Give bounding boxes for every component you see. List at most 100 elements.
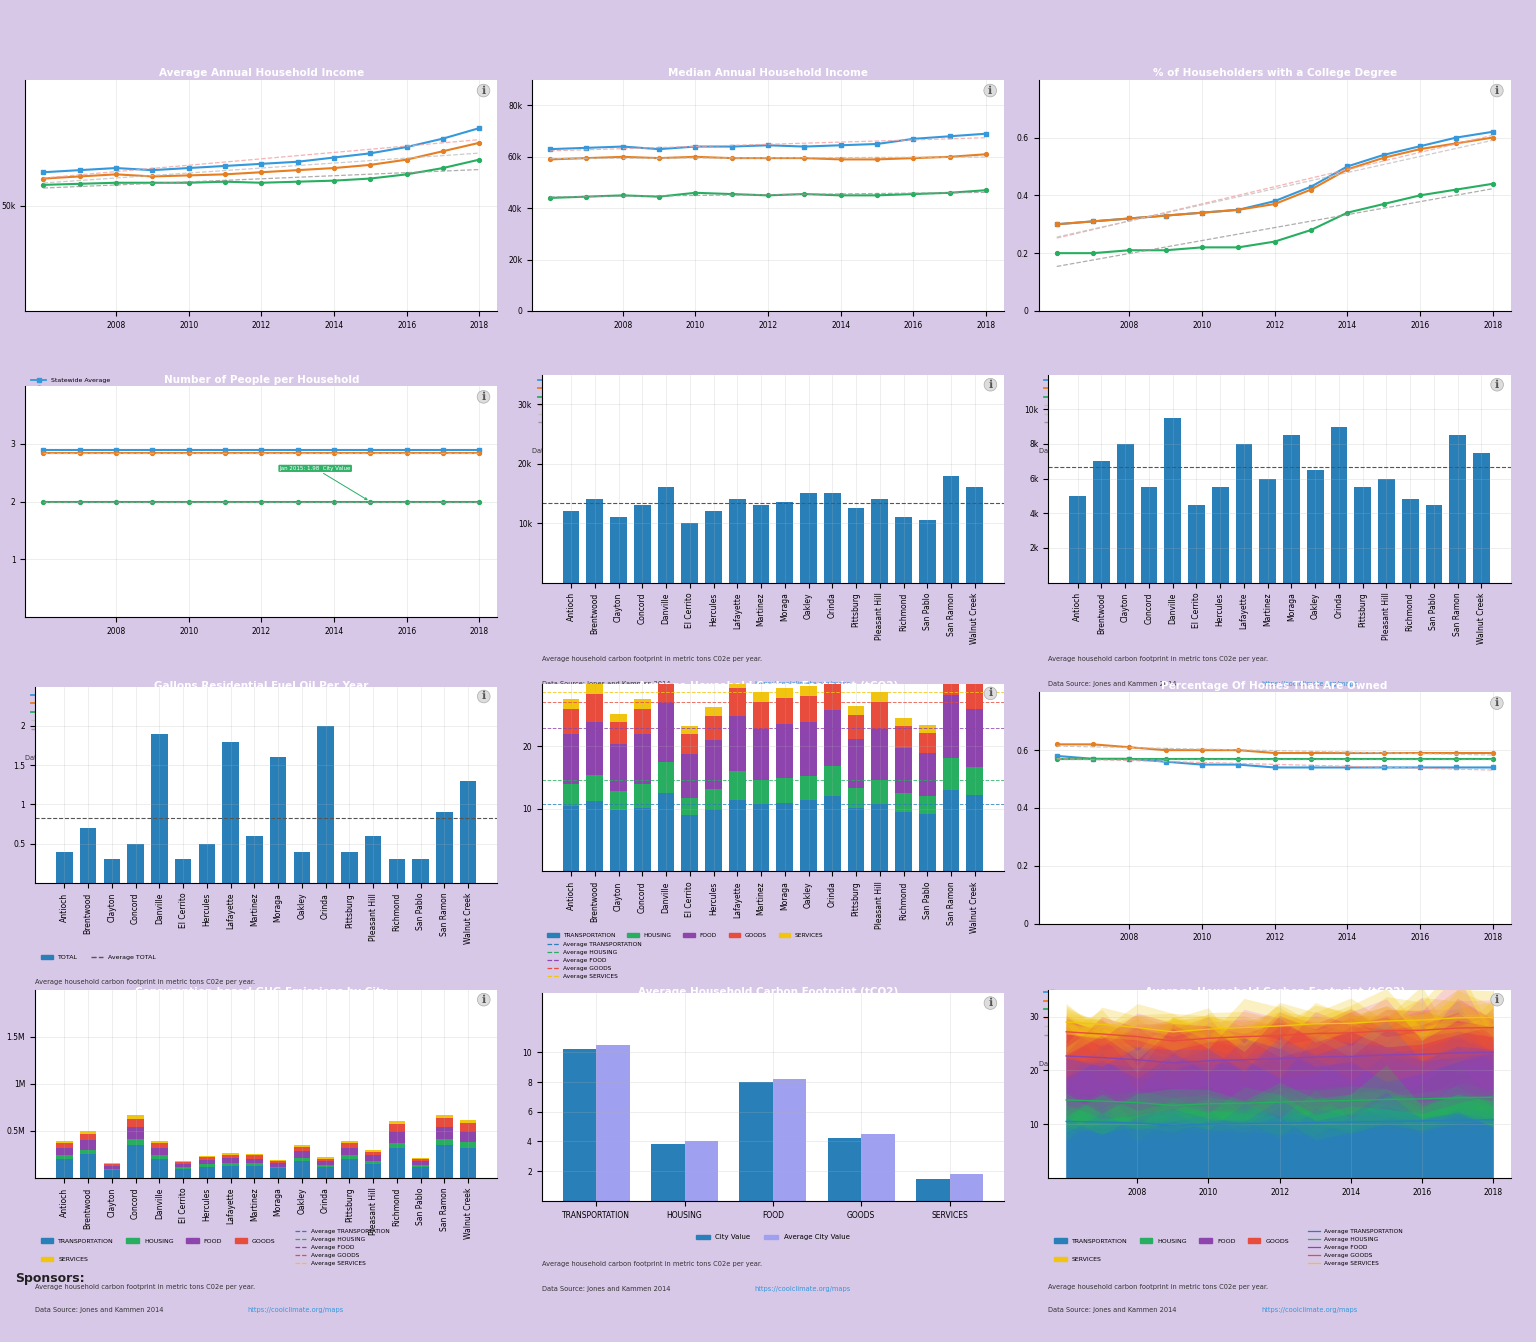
Text: Socialexplorer.com: Socialexplorer.com — [1284, 1060, 1347, 1067]
Bar — [127, 844, 144, 883]
Bar — [175, 859, 192, 883]
Bar — [1283, 435, 1299, 582]
Bar — [270, 1166, 286, 1169]
Bar — [823, 710, 840, 766]
Bar — [270, 1169, 286, 1178]
Bar — [848, 715, 865, 739]
Bar — [389, 1121, 406, 1123]
Bar — [1378, 479, 1395, 582]
Bar — [943, 790, 960, 871]
Bar — [919, 733, 935, 753]
Bar — [587, 801, 604, 871]
Bar — [919, 725, 935, 733]
Bar — [862, 1134, 895, 1201]
Legend: Statewide Average, Countywide Average, City Value, Statewide Average regression : Statewide Average, Countywide Average, C… — [28, 376, 167, 428]
Bar — [966, 667, 983, 679]
Bar — [705, 789, 722, 809]
Bar — [436, 812, 453, 883]
Bar — [871, 499, 888, 582]
Bar — [753, 702, 770, 729]
Bar — [223, 1154, 240, 1158]
Bar — [1094, 462, 1111, 582]
Text: Residential Kilowatt-hours Per Year: Residential Kilowatt-hours Per Year — [1170, 374, 1379, 385]
Bar — [366, 1150, 381, 1151]
Bar — [915, 1178, 949, 1201]
Bar — [151, 1147, 167, 1155]
Bar — [943, 663, 960, 695]
Bar — [223, 742, 240, 883]
Bar — [389, 1147, 406, 1178]
Bar — [246, 1158, 263, 1164]
Bar — [966, 794, 983, 871]
Text: Data Source: American Community Survey: Data Source: American Community Survey — [25, 754, 170, 761]
Bar — [895, 718, 912, 726]
Bar — [293, 1158, 310, 1161]
Bar — [871, 729, 888, 780]
Bar — [777, 688, 793, 698]
Bar — [1212, 487, 1229, 582]
Bar — [55, 1143, 72, 1147]
Text: Average Household Carbon Footprint (tCO2): Average Household Carbon Footprint (tCO2… — [1144, 988, 1405, 997]
Bar — [55, 1147, 72, 1155]
Bar — [562, 784, 579, 805]
Bar — [270, 1161, 286, 1164]
Text: Data Source: Jones and Kammen 2014: Data Source: Jones and Kammen 2014 — [1049, 1307, 1180, 1312]
Text: Data Source: Jones and Kammen 2014: Data Source: Jones and Kammen 2014 — [542, 680, 673, 687]
Bar — [1164, 417, 1181, 582]
Text: https://coolclimate.org/maps: https://coolclimate.org/maps — [247, 1307, 344, 1312]
Bar — [1425, 505, 1442, 582]
Bar — [1450, 435, 1465, 582]
Bar — [1141, 487, 1157, 582]
Text: Average household carbon footprint in metric tons C02e per year.: Average household carbon footprint in me… — [1049, 656, 1269, 662]
Legend: City Value, Average City Value: City Value, Average City Value — [693, 1232, 852, 1243]
Bar — [777, 502, 793, 582]
Bar — [871, 702, 888, 729]
Bar — [966, 679, 983, 710]
Text: ℹ: ℹ — [988, 688, 992, 698]
Bar — [103, 1166, 120, 1169]
Bar — [682, 815, 697, 871]
Legend: Statewide Average, Countywide Average, City Value, Countywide Average regression: Statewide Average, Countywide Average, C… — [28, 690, 167, 734]
Bar — [966, 710, 983, 766]
Bar — [436, 1126, 453, 1139]
Bar — [55, 1159, 72, 1178]
Bar — [246, 1155, 263, 1158]
Bar — [730, 800, 745, 871]
Bar — [270, 1164, 286, 1166]
Bar — [562, 699, 579, 709]
Bar — [871, 804, 888, 871]
Bar — [198, 1157, 215, 1159]
Bar — [318, 1168, 333, 1178]
Bar — [1189, 505, 1204, 582]
Bar — [270, 757, 286, 883]
Bar — [293, 1151, 310, 1158]
Bar — [80, 1141, 97, 1150]
Text: Median Annual Household Income: Median Annual Household Income — [668, 68, 868, 78]
Bar — [777, 803, 793, 871]
Bar — [459, 1142, 476, 1147]
Bar — [871, 780, 888, 804]
Text: Average Household Carbon Footprint (tCO2): Average Household Carbon Footprint (tCO2… — [637, 988, 899, 997]
Text: ℹ: ℹ — [988, 380, 992, 389]
Bar — [823, 766, 840, 796]
Text: Average household carbon footprint in metric tons C02e per year.: Average household carbon footprint in me… — [542, 997, 762, 1002]
Bar — [966, 487, 983, 582]
Bar — [919, 753, 935, 796]
Bar — [151, 1142, 167, 1147]
Bar — [610, 745, 627, 792]
Bar — [318, 1158, 333, 1161]
Bar — [800, 686, 817, 696]
Bar — [730, 688, 745, 717]
Text: ℹ: ℹ — [1495, 86, 1499, 95]
Legend: TRANSPORTATION, HOUSING, FOOD, GOODS: TRANSPORTATION, HOUSING, FOOD, GOODS — [1052, 1236, 1292, 1245]
Bar — [436, 1139, 453, 1145]
Text: ℹ: ℹ — [1495, 994, 1499, 1005]
Bar — [293, 1145, 310, 1146]
Bar — [562, 709, 579, 734]
Bar — [828, 1138, 862, 1201]
Bar — [341, 1159, 358, 1178]
Bar — [895, 726, 912, 749]
Bar — [223, 1166, 240, 1178]
Text: Average Household Carbon Footprint (tCO2): Average Household Carbon Footprint (tCO2… — [637, 680, 899, 691]
Bar — [127, 1119, 144, 1127]
